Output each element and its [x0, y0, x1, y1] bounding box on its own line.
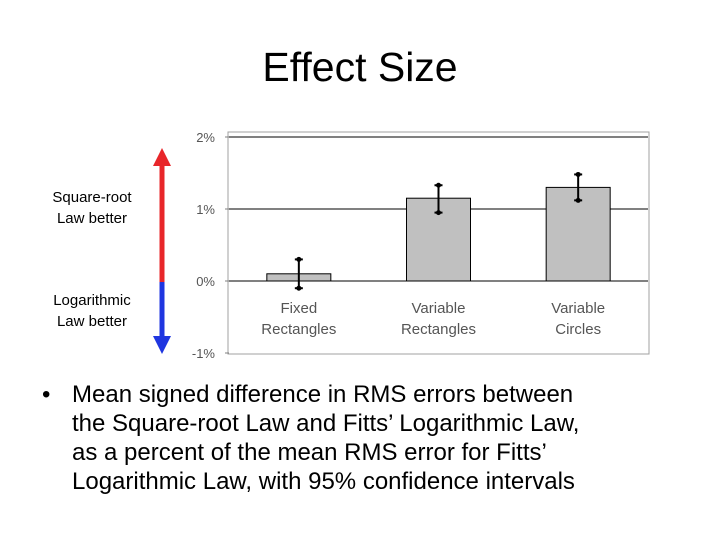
category-label: Variable: [551, 300, 605, 317]
error-dot-low-0: [296, 285, 302, 291]
y-tick-label: 0%: [196, 274, 215, 289]
category-label: Variable: [412, 300, 466, 317]
bullet-line: Mean signed difference in RMS errors bet…: [72, 381, 574, 408]
logarithmic-better-line-1: Logarithmic: [53, 292, 131, 309]
square-root-better-label: Square-root Law better: [30, 187, 154, 229]
y-tick-label: -1%: [192, 346, 216, 361]
error-dot-low-2: [575, 197, 581, 203]
error-dot-high-1: [436, 182, 441, 188]
logarithmic-better-label: Logarithmic Law better: [30, 290, 154, 332]
square-root-better-line-2: Law better: [56, 210, 128, 227]
bar-2: [545, 186, 611, 282]
bar-chart: -1% 0% 1% 2% Fixed Rectangles Variable Rectangl…: [192, 130, 650, 361]
y-tick-label: 2%: [196, 130, 215, 145]
category-label: Rectangles: [261, 321, 336, 338]
error-dot-high-2: [575, 171, 581, 177]
category-label: Rectangles: [401, 321, 476, 338]
bullet-marker: •: [42, 381, 51, 408]
square-root-better-line-1: Square-root: [52, 189, 132, 206]
y-tick-label: 1%: [196, 202, 215, 217]
error-dot-low-1: [436, 210, 441, 216]
arrow-down-head: [153, 336, 171, 354]
bullet-line: the Square-root Law and Fitts’ Logarithm…: [72, 410, 580, 437]
arrow-up-head: [153, 148, 171, 166]
category-label: Circles: [555, 321, 601, 338]
logarithmic-better-line-2: Law better: [56, 313, 128, 330]
direction-arrow: [153, 148, 171, 354]
bullet-item: • Mean signed difference in RMS errors b…: [42, 380, 692, 496]
bullet-line: Logarithmic Law, with 95% confidence int…: [72, 468, 575, 495]
error-dot-high-0: [296, 256, 302, 262]
bullet-line: as a percent of the mean RMS error for F…: [72, 439, 547, 466]
bullet-list: • Mean signed difference in RMS errors b…: [42, 380, 692, 496]
slide-title: Effect Size: [262, 44, 458, 90]
category-label: Fixed: [280, 300, 317, 317]
